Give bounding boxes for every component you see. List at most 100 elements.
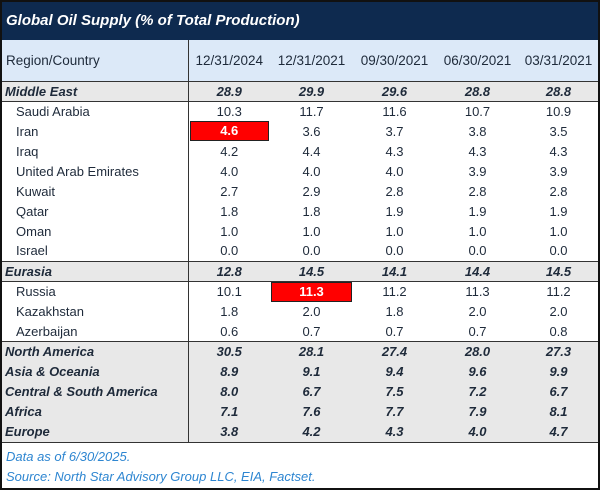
value-cell: 14.5	[270, 260, 353, 282]
value-cell: 6.7	[519, 381, 598, 402]
value-cell: 4.7	[519, 421, 598, 442]
value-cell: 28.9	[188, 81, 270, 102]
value-cell: 3.9	[549, 163, 568, 179]
value-cell: 9.9	[519, 361, 598, 382]
row-label: Oman	[2, 221, 189, 241]
value-cell: 9.6	[436, 361, 519, 382]
value-cell: 3.9	[468, 163, 487, 179]
value-cell: 1.0	[385, 223, 404, 239]
column-header-date: 06/30/2021	[436, 40, 519, 82]
row-label: Central & South America	[2, 381, 189, 402]
value-cell: 27.4	[353, 341, 436, 362]
value-cell: 28.8	[436, 81, 519, 102]
value-cell: 7.5	[353, 381, 436, 402]
value-cell: 10.3	[188, 100, 270, 121]
row-label: Eurasia	[2, 260, 189, 282]
value-cell: 7.9	[436, 401, 519, 422]
value-cell: 0.6	[220, 323, 239, 339]
value-cell: 10.1	[188, 280, 270, 302]
column-header-label: Region/Country	[2, 40, 189, 82]
row-label: Europe	[2, 421, 189, 442]
region-row: North America 30.5 28.1 27.4 28.0 27.3	[2, 341, 598, 362]
data-date-note: Data as of 6/30/2025.	[6, 448, 131, 464]
value-cell: 28.1	[270, 341, 353, 362]
row-label: Kazakhstan	[2, 301, 189, 322]
column-header-date: 09/30/2021	[353, 40, 436, 82]
value-cell: 8.9	[188, 361, 270, 382]
row-label: Iraq	[2, 141, 189, 161]
value-cell: 0.0	[302, 243, 321, 259]
value-cell: 4.3	[468, 143, 487, 159]
value-cell: 28.8	[519, 81, 598, 102]
value-cell: 0.7	[468, 323, 487, 339]
value-cell: 14.5	[519, 260, 598, 282]
value-cell: 4.3	[353, 421, 436, 442]
value-cell: 10.7	[436, 100, 519, 121]
value-cell: 28.0	[436, 341, 519, 362]
row-label: Azerbaijan	[2, 321, 189, 342]
country-row: Kazakhstan 1.8 2.0 1.8 2.0 2.0	[2, 301, 598, 322]
value-cell: 2.8	[385, 183, 404, 199]
value-cell: 0.7	[302, 323, 321, 339]
value-cell: 11.2	[519, 280, 598, 302]
country-row: Saudi Arabia 10.3 11.7 11.6 10.7 10.9	[2, 100, 598, 121]
country-row: Qatar 1.8 1.8 1.9 1.9 1.9	[2, 201, 598, 221]
value-cell: 4.2	[270, 421, 353, 442]
value-cell: 1.0	[468, 223, 487, 239]
value-cell: 0.8	[549, 323, 568, 339]
country-row: Israel 0.0 0.0 0.0 0.0 0.0	[2, 241, 598, 261]
value-cell: 3.8	[188, 421, 270, 442]
value-cell: 0.7	[385, 323, 404, 339]
value-cell: 11.7	[270, 100, 353, 121]
value-cell: 9.1	[270, 361, 353, 382]
value-cell: 2.7	[220, 183, 239, 199]
row-label: Kuwait	[2, 181, 189, 201]
value-cell: 1.8	[220, 304, 239, 319]
country-row: Azerbaijan 0.6 0.7 0.7 0.7 0.8	[2, 321, 598, 342]
value-cell: 2.0	[468, 304, 487, 319]
highlighted-value-cell: 11.3	[270, 280, 353, 302]
value-cell: 4.4	[302, 143, 321, 159]
value-cell: 1.9	[468, 203, 487, 219]
value-cell: 7.6	[270, 401, 353, 422]
value-cell: 14.4	[436, 260, 519, 282]
country-row: Russia 10.1 11.3 11.2 11.3 11.2	[2, 280, 598, 302]
table-title: Global Oil Supply (% of Total Production…	[2, 2, 598, 40]
value-cell: 8.1	[519, 401, 598, 422]
value-cell: 4.3	[385, 143, 404, 159]
value-cell: 7.2	[436, 381, 519, 402]
value-cell: 11.3	[436, 280, 519, 302]
row-label: Africa	[2, 401, 189, 422]
value-cell: 11.6	[353, 100, 436, 121]
value-cell: 12.8	[188, 260, 270, 282]
row-label: Qatar	[2, 201, 189, 221]
value-cell: 7.7	[353, 401, 436, 422]
value-cell: 30.5	[188, 341, 270, 362]
value-cell: 3.7	[385, 123, 404, 139]
value-cell: 4.0	[436, 421, 519, 442]
country-row: Iran 4.6 3.6 3.7 3.8 3.5	[2, 121, 598, 141]
value-cell: 9.4	[353, 361, 436, 382]
value-cell: 29.9	[270, 81, 353, 102]
value-cell: 4.0	[220, 163, 239, 179]
value-cell: 3.6	[302, 123, 321, 139]
cell-value: 4.6	[189, 121, 269, 141]
value-cell: 6.7	[270, 381, 353, 402]
row-label: Middle East	[2, 81, 189, 102]
row-label: North America	[2, 341, 189, 362]
value-cell: 1.8	[302, 203, 321, 219]
value-cell: 7.1	[188, 401, 270, 422]
value-cell: 3.8	[468, 123, 487, 139]
country-row: Oman 1.0 1.0 1.0 1.0 1.0	[2, 221, 598, 241]
value-cell: 11.2	[353, 280, 436, 302]
highlighted-value-cell: 4.6	[188, 121, 270, 141]
value-cell: 0.0	[385, 243, 404, 259]
value-cell: 1.0	[220, 223, 239, 239]
table-footer: Data as of 6/30/2025. Source: North Star…	[2, 441, 598, 487]
column-header-date: 12/31/2021	[270, 40, 353, 82]
region-row: Asia & Oceania 8.9 9.1 9.4 9.6 9.9	[2, 361, 598, 382]
oil-supply-table: Region/Country 12/31/2024 12/31/2021 09/30/…	[2, 40, 598, 442]
row-label: Russia	[2, 280, 189, 302]
source-note: Source: North Star Advisory Group LLC, E…	[6, 468, 316, 484]
